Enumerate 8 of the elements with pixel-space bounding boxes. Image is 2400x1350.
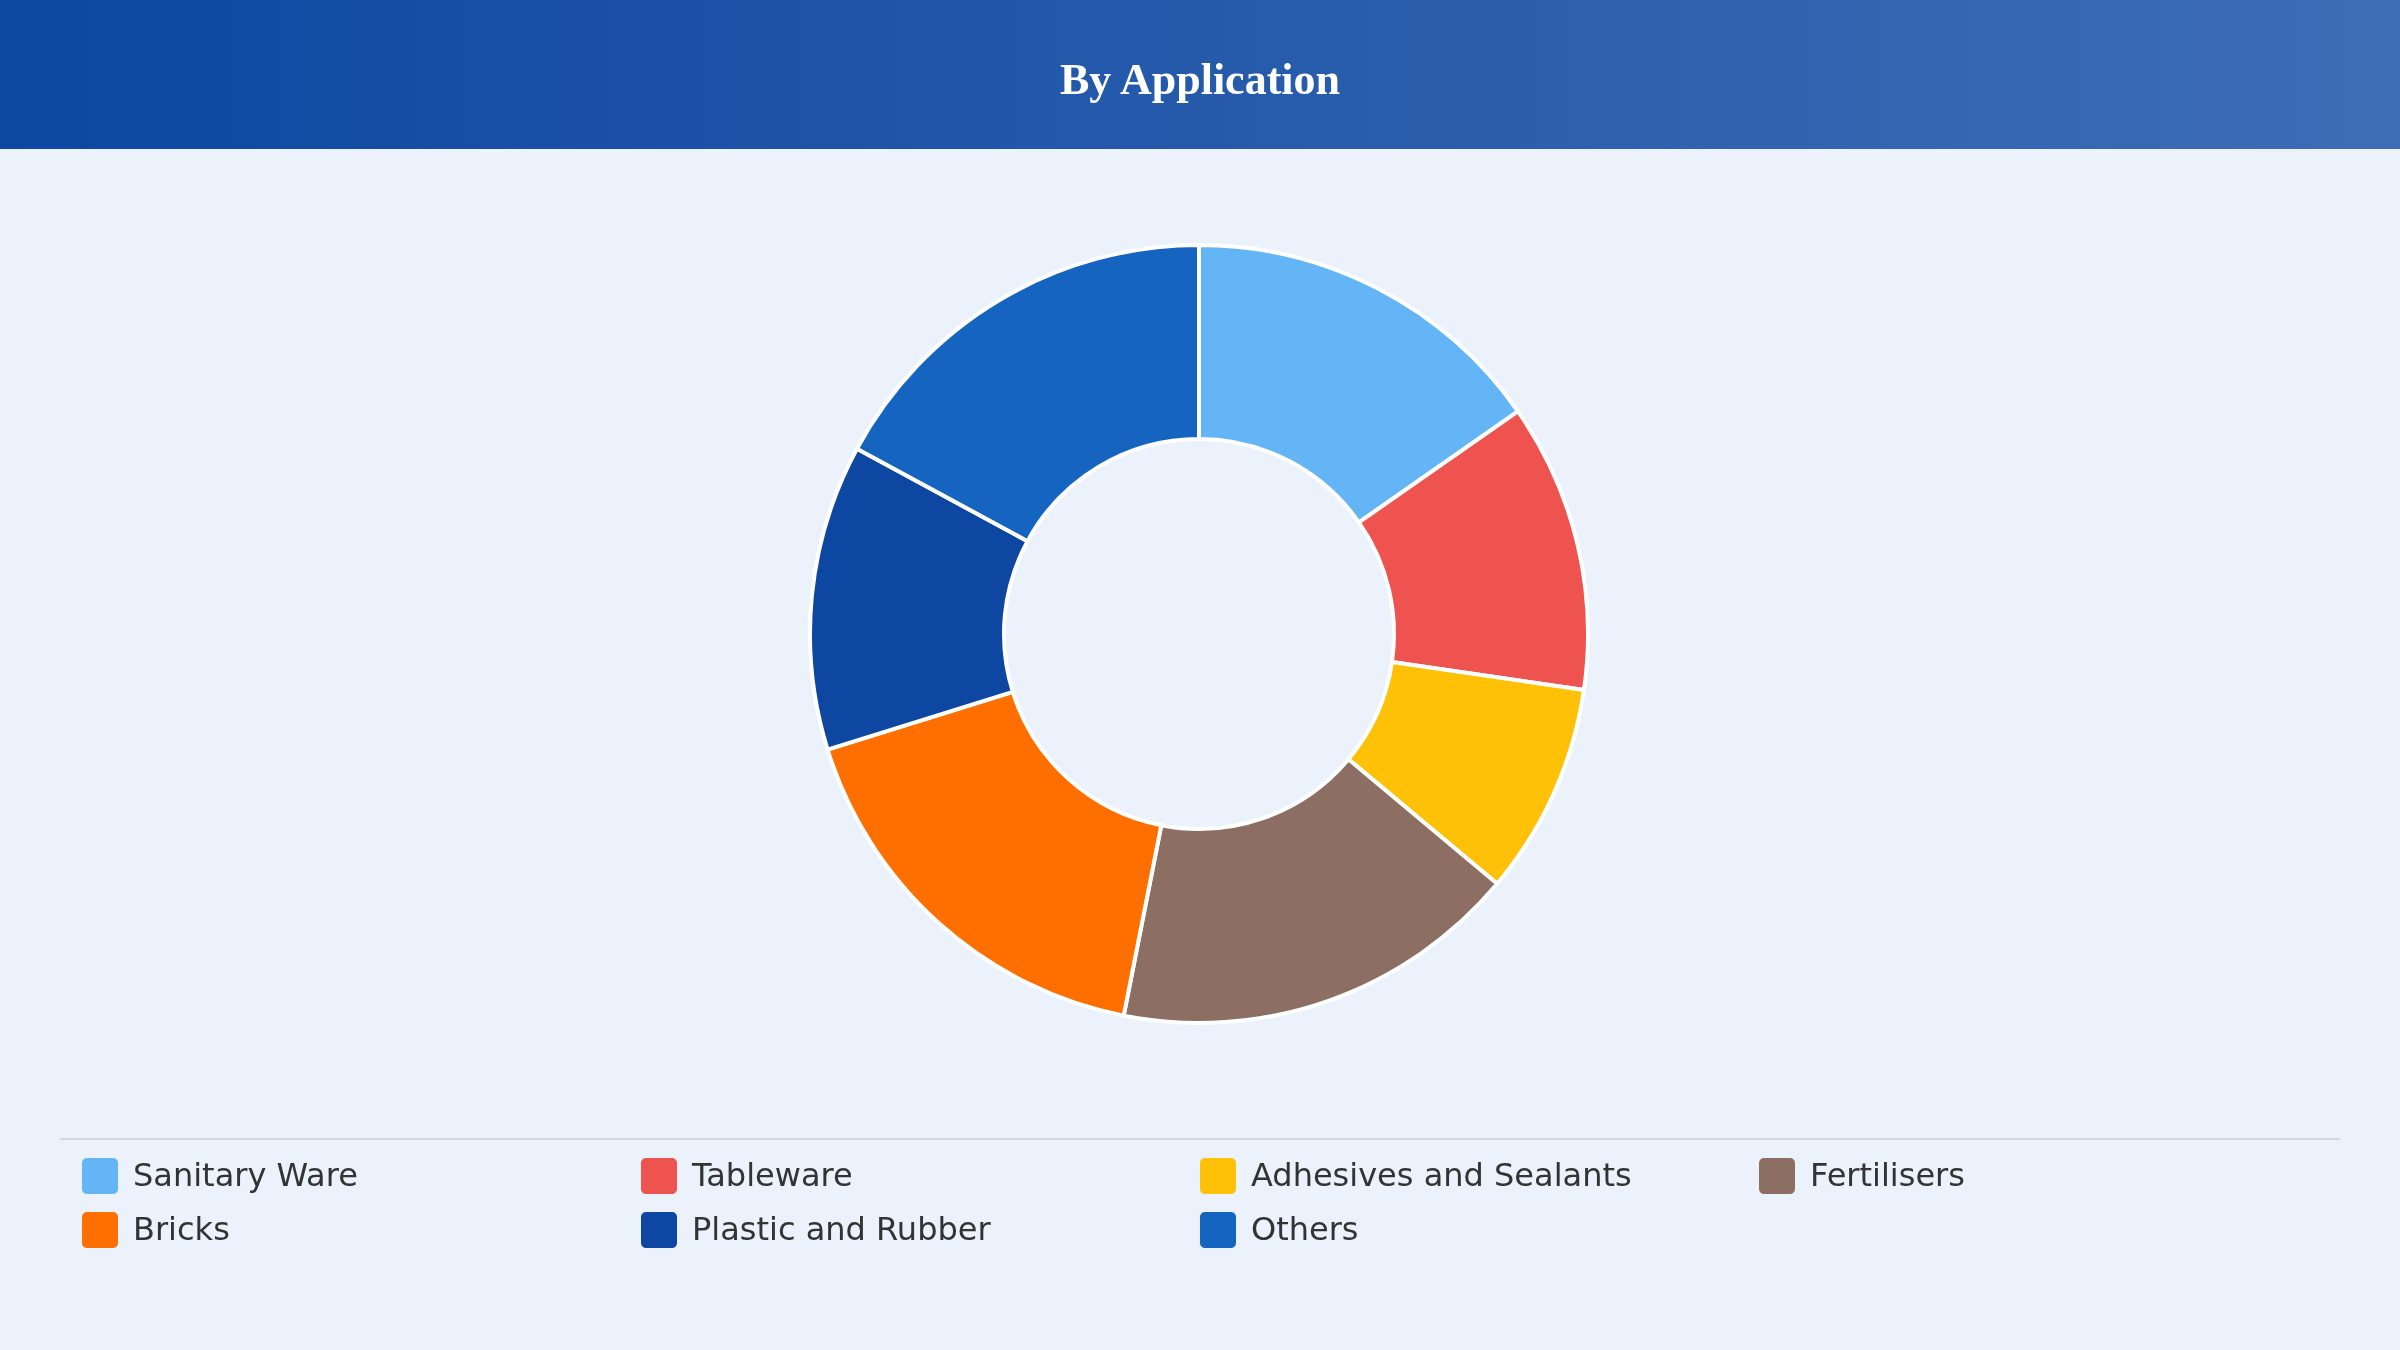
legend-label: Sanitary Ware bbox=[133, 1156, 358, 1194]
legend-label: Others bbox=[1251, 1210, 1359, 1248]
legend-label: Fertilisers bbox=[1810, 1156, 1965, 1194]
legend-label: Tableware bbox=[691, 1156, 853, 1194]
legend-label: Adhesives and Sealants bbox=[1251, 1156, 1632, 1194]
legend-label: Plastic and Rubber bbox=[692, 1210, 992, 1248]
legend-label: Bricks bbox=[133, 1210, 230, 1248]
chart-title: By Application bbox=[1060, 55, 1340, 104]
